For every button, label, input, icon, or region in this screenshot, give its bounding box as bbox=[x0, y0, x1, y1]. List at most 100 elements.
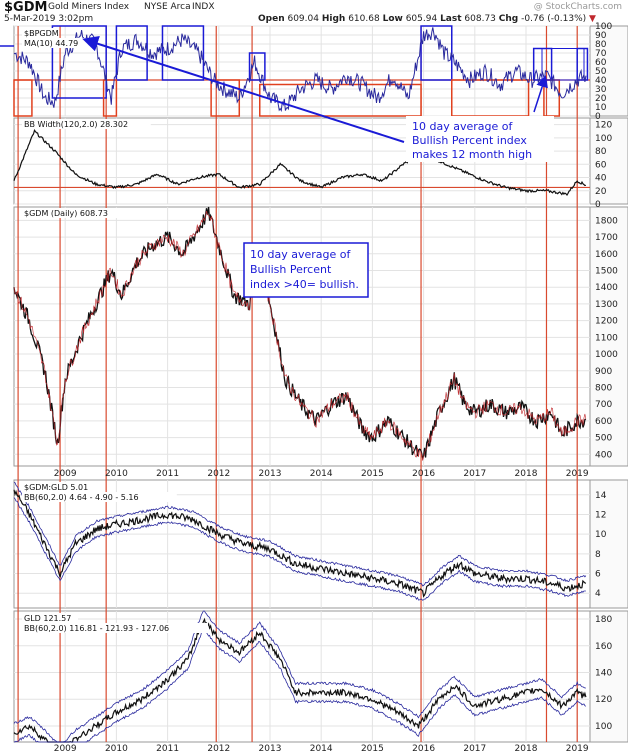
series-line bbox=[13, 628, 587, 743]
exchange: NYSE Arca bbox=[144, 2, 191, 12]
down-arrow-icon: ▼ bbox=[589, 14, 596, 24]
y-tick-label: 1500 bbox=[595, 266, 618, 276]
title-bg bbox=[22, 492, 177, 502]
bullish-box bbox=[248, 52, 266, 81]
x-tick-label: 2012 bbox=[207, 469, 230, 479]
y-tick-label: 10 bbox=[595, 103, 607, 113]
panel-title: GLD 121.57 bbox=[24, 614, 71, 623]
y-tick-label: 12 bbox=[595, 510, 606, 520]
x-tick-label: 2015 bbox=[361, 469, 384, 479]
series-line bbox=[13, 489, 587, 598]
y-tick-label: 900 bbox=[595, 367, 612, 377]
bearish-box bbox=[13, 79, 33, 117]
y-tick-label: 10 bbox=[595, 530, 607, 540]
arrow-line bbox=[82, 36, 405, 143]
axis-strip bbox=[589, 206, 628, 467]
x-tick-label: 2011 bbox=[156, 744, 179, 754]
index-name: Gold Miners Index bbox=[48, 2, 130, 12]
chart-watermark: @ StockCharts.com bbox=[533, 2, 622, 12]
y-tick-label: 20 bbox=[595, 187, 607, 197]
axis-labels: 1009080706050403020100120100806040200180… bbox=[54, 22, 618, 754]
y-tick-label: 1400 bbox=[595, 283, 618, 293]
y-tick-label: 60 bbox=[595, 58, 607, 68]
panel-title: BB(60,2.0) 4.64 - 4.90 - 5.16 bbox=[24, 493, 139, 502]
y-tick-label: 4 bbox=[595, 589, 601, 599]
y-tick-label: 400 bbox=[595, 450, 612, 460]
note-bg bbox=[406, 116, 554, 162]
note-text: makes 12 month high bbox=[412, 148, 532, 161]
x-tick-label: 2019 bbox=[566, 744, 589, 754]
x-tick-label: 2016 bbox=[412, 744, 435, 754]
axis-strip bbox=[589, 610, 628, 743]
x-tick-label: 2014 bbox=[310, 469, 333, 479]
y-tick-label: 90 bbox=[595, 31, 607, 41]
quote-line: Open 609.04 High 610.68 Low 605.94 Last … bbox=[258, 14, 596, 24]
bullish-box bbox=[51, 25, 107, 99]
axis-strip bbox=[589, 479, 628, 609]
arrow-line bbox=[533, 75, 548, 113]
date-stamp: 5-Mar-2019 3:02pm bbox=[4, 14, 94, 24]
title-bg bbox=[22, 613, 78, 623]
x-tick-label: 2019 bbox=[566, 469, 589, 479]
y-tick-label: 1300 bbox=[595, 300, 618, 310]
y-tick-label: 600 bbox=[595, 417, 612, 427]
series-line bbox=[13, 497, 586, 601]
panel-title: $GDM:GLD 5.01 bbox=[24, 483, 88, 492]
y-tick-label: 1800 bbox=[595, 216, 618, 226]
y-tick-label: 100 bbox=[595, 22, 612, 32]
y-tick-label: 60 bbox=[595, 160, 607, 170]
y-tick-label: 700 bbox=[595, 400, 612, 410]
y-tick-label: 1000 bbox=[595, 350, 618, 360]
x-tick-label: 2016 bbox=[412, 469, 435, 479]
panel-title: BB(60,2.0) 116.81 - 121.93 - 127.06 bbox=[24, 624, 169, 633]
index-tag: INDX bbox=[192, 2, 215, 12]
y-tick-label: 8 bbox=[595, 550, 601, 560]
y-tick-label: 0 bbox=[595, 200, 601, 210]
x-tick-label: 2013 bbox=[259, 744, 282, 754]
series-line bbox=[13, 617, 587, 743]
y-tick-label: 120 bbox=[595, 695, 612, 705]
note-text: 10 day average of bbox=[412, 120, 513, 133]
chart-header: $GDM Gold Miners Index NYSE Arca INDX @ … bbox=[0, 0, 628, 26]
y-tick-label: 80 bbox=[595, 147, 607, 157]
y-tick-label: 800 bbox=[595, 383, 612, 393]
x-tick-label: 2015 bbox=[361, 744, 384, 754]
y-tick-label: 0 bbox=[595, 112, 601, 122]
title-bg bbox=[22, 208, 125, 218]
series-line bbox=[13, 610, 586, 743]
y-tick-label: 180 bbox=[595, 615, 612, 625]
x-tick-label: 2009 bbox=[54, 744, 77, 754]
note-box bbox=[243, 242, 369, 298]
title-bg bbox=[22, 623, 208, 633]
y-tick-label: 1700 bbox=[595, 233, 618, 243]
x-tick-label: 2017 bbox=[463, 744, 486, 754]
y-tick-label: 100 bbox=[595, 134, 612, 144]
note-text: Bullish Percent index bbox=[412, 134, 527, 147]
bearish-box bbox=[259, 83, 422, 117]
x-tick-label: 2018 bbox=[515, 744, 538, 754]
y-tick-label: 1100 bbox=[595, 333, 618, 343]
note-text: Bullish Percent bbox=[250, 263, 332, 276]
y-tick-label: 30 bbox=[595, 85, 607, 95]
x-tick-label: 2011 bbox=[156, 469, 179, 479]
y-tick-label: 80 bbox=[595, 40, 607, 50]
y-tick-label: 1600 bbox=[595, 250, 618, 260]
y-tick-label: 50 bbox=[595, 67, 607, 77]
x-tick-label: 2010 bbox=[105, 744, 128, 754]
series-line bbox=[13, 27, 587, 113]
symbol: $GDM bbox=[4, 0, 48, 15]
x-tick-label: 2009 bbox=[54, 469, 77, 479]
x-tick-label: 2013 bbox=[259, 469, 282, 479]
panel-title: $GDM (Daily) 608.73 bbox=[24, 209, 108, 218]
axis-strip bbox=[589, 25, 628, 117]
series-line bbox=[13, 128, 587, 197]
note-text: 10 day average of bbox=[250, 248, 351, 261]
y-tick-label: 160 bbox=[595, 642, 612, 652]
title-bg bbox=[22, 119, 151, 129]
y-tick-label: 500 bbox=[595, 434, 612, 444]
panel-title: $BPGDM bbox=[24, 29, 59, 38]
bearish-box bbox=[102, 79, 118, 117]
